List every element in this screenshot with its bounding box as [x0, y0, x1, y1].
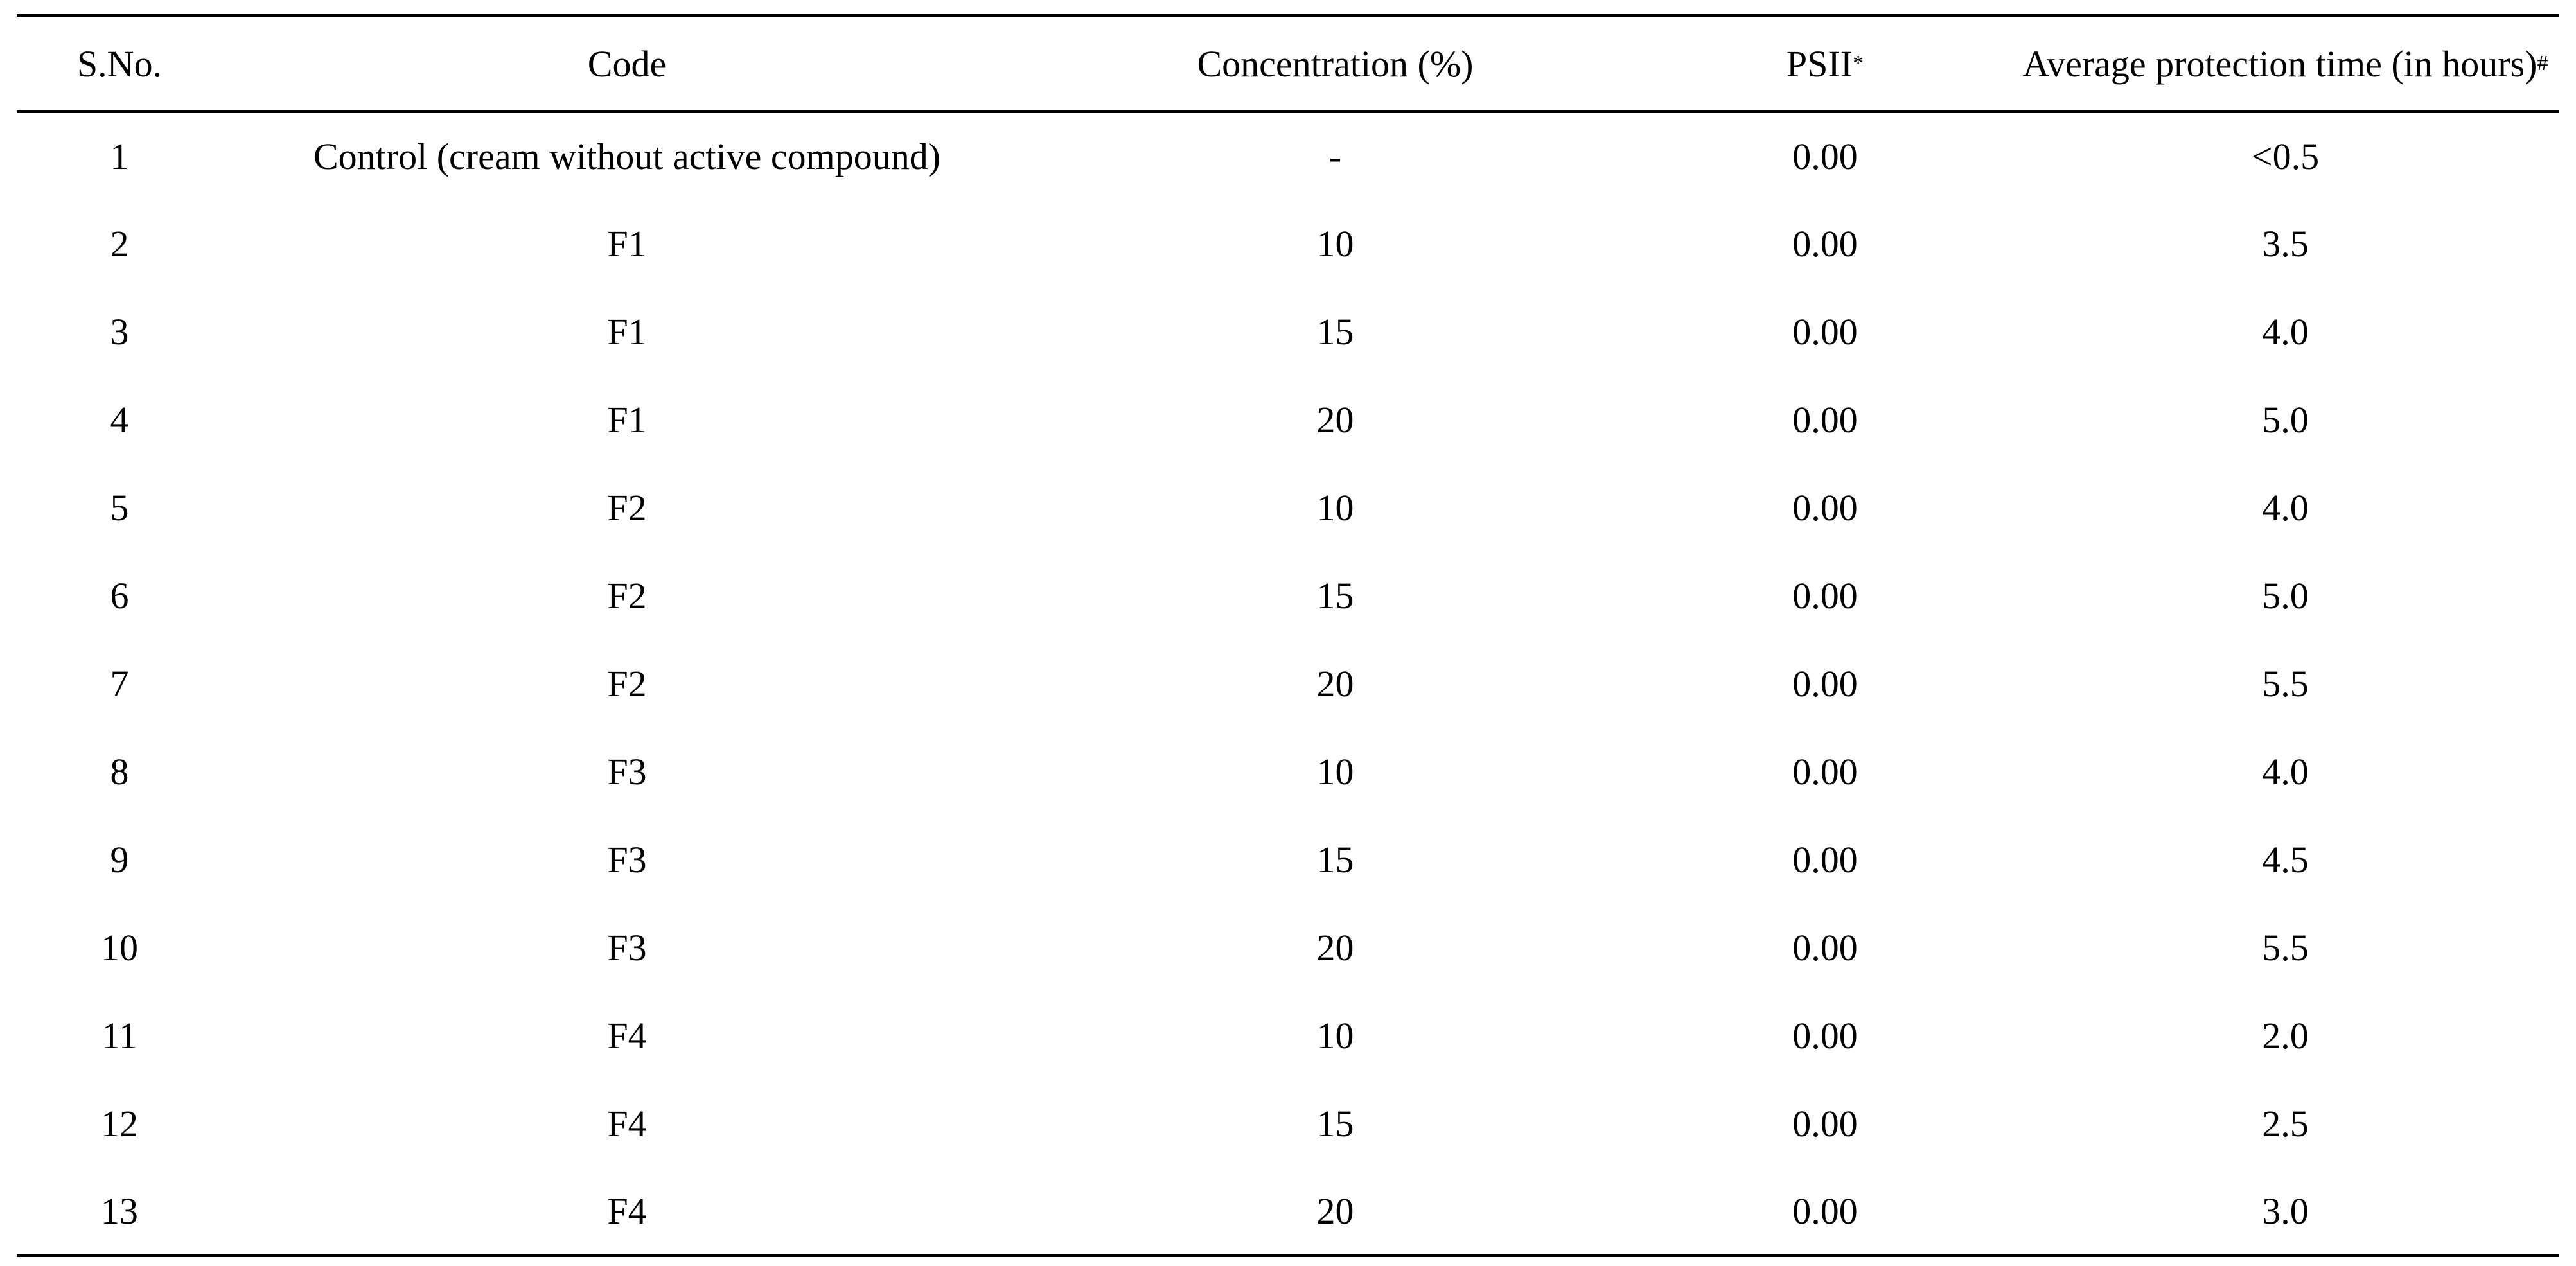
cell-sno: 6 — [110, 575, 129, 617]
cell-concentration: 20 — [1316, 399, 1354, 441]
cell-code: F2 — [607, 663, 647, 705]
header-sno: S.No. — [17, 14, 222, 113]
cell-concentration: 10 — [1316, 487, 1354, 529]
cell-psii: 0.00 — [1792, 751, 1858, 793]
cell-code: F4 — [607, 1015, 647, 1057]
table-row: 9 F3 15 0.00 4.5 — [17, 816, 2559, 904]
header-psii: PSII* — [1639, 14, 2011, 113]
cell-psii: 0.00 — [1792, 663, 1858, 705]
header-concentration: Concentration (%) — [1032, 14, 1639, 113]
cell-code: F1 — [607, 311, 647, 353]
cell-concentration: - — [1328, 136, 1342, 177]
cell-sno: 1 — [110, 136, 129, 177]
cell-protection-time: 5.5 — [2262, 927, 2309, 969]
cell-sno: 13 — [17, 1168, 222, 1257]
cell-protection-time: 3.0 — [2011, 1168, 2559, 1257]
header-concentration-label: Concentration (%) — [1197, 42, 1474, 85]
table-row: 8 F3 10 0.00 4.0 — [17, 728, 2559, 816]
cell-psii: 0.00 — [1639, 1168, 2011, 1257]
cell-concentration: 15 — [1316, 839, 1354, 881]
table-body: 1 Control (cream without active compound)… — [17, 112, 2559, 1257]
header-time-footnote-mark: # — [2537, 51, 2548, 75]
cell-concentration: 15 — [1316, 311, 1354, 353]
table-row: 10 F3 20 0.00 5.5 — [17, 904, 2559, 992]
cell-concentration: 20 — [1316, 927, 1354, 969]
cell-protection-time: 5.5 — [2262, 663, 2309, 705]
cell-sno: 7 — [110, 663, 129, 705]
cell-psii: 0.00 — [1792, 136, 1858, 177]
cell-concentration: 15 — [1316, 575, 1354, 617]
table-row: 5 F2 10 0.00 4.0 — [17, 464, 2559, 552]
cell-sno: 4 — [110, 399, 129, 441]
cell-code: F3 — [607, 751, 647, 793]
header-row: S.No. Code Concentration (%) PSII* Avera… — [17, 14, 2559, 113]
table-row: 2 F1 10 0.00 3.5 — [17, 200, 2559, 288]
header-code-label: Code — [587, 42, 667, 85]
cell-psii: 0.00 — [1792, 1015, 1858, 1057]
cell-sno: 5 — [110, 487, 129, 529]
cell-protection-time: 4.0 — [2262, 487, 2309, 529]
cell-code: F3 — [607, 927, 647, 969]
cell-code: F1 — [607, 399, 647, 441]
cell-code: F1 — [607, 223, 647, 265]
table-row: 11 F4 10 0.00 2.0 — [17, 992, 2559, 1080]
table-header: S.No. Code Concentration (%) PSII* Avera… — [17, 14, 2559, 113]
cell-sno: 8 — [110, 751, 129, 793]
table-row: 6 F2 15 0.00 5.0 — [17, 552, 2559, 640]
cell-psii: 0.00 — [1792, 311, 1858, 353]
cell-concentration: 20 — [1316, 663, 1354, 705]
header-code: Code — [222, 14, 1032, 113]
cell-sno: 2 — [110, 223, 129, 265]
cell-code: F2 — [607, 575, 647, 617]
cell-protection-time: 5.0 — [2262, 575, 2309, 617]
protection-time-table: S.No. Code Concentration (%) PSII* Avera… — [17, 14, 2559, 1257]
cell-psii: 0.00 — [1792, 223, 1858, 265]
cell-psii: 0.00 — [1792, 839, 1858, 881]
cell-protection-time: 4.5 — [2262, 839, 2309, 881]
cell-sno: 10 — [101, 927, 138, 969]
cell-concentration: 10 — [1316, 751, 1354, 793]
header-protection-time: Average protection time (in hours)# — [2011, 14, 2559, 113]
table-row: 1 Control (cream without active compound)… — [17, 112, 2559, 200]
cell-psii: 0.00 — [1792, 399, 1858, 441]
cell-protection-time: 3.5 — [2262, 223, 2309, 265]
cell-code: Control (cream without active compound) — [313, 136, 941, 177]
cell-sno: 3 — [110, 311, 129, 353]
table-row: 13 F4 20 0.00 3.0 — [17, 1168, 2559, 1257]
cell-psii: 0.00 — [1792, 927, 1858, 969]
header-psii-label: PSII — [1786, 42, 1853, 85]
header-sno-label: S.No. — [76, 42, 163, 85]
cell-code: F3 — [607, 839, 647, 881]
cell-protection-time: 4.0 — [2262, 751, 2309, 793]
cell-protection-time: 2.0 — [2262, 1015, 2309, 1057]
table-row: 12 F4 15 0.00 2.5 — [17, 1080, 2559, 1168]
cell-code: F2 — [607, 487, 647, 529]
cell-psii: 0.00 — [1792, 1103, 1858, 1145]
cell-protection-time: 2.5 — [2262, 1103, 2309, 1145]
cell-concentration: 20 — [1032, 1168, 1639, 1257]
cell-protection-time: 4.0 — [2262, 311, 2309, 353]
cell-sno: 11 — [101, 1015, 137, 1057]
cell-protection-time: <0.5 — [2251, 136, 2320, 177]
header-protection-time-label: Average protection time (in hours) — [2022, 42, 2537, 85]
cell-sno: 9 — [110, 839, 129, 881]
header-psii-footnote-mark: * — [1853, 51, 1864, 75]
table-row: 4 F1 20 0.00 5.0 — [17, 376, 2559, 464]
cell-code: F4 — [222, 1168, 1032, 1257]
cell-concentration: 10 — [1316, 223, 1354, 265]
cell-psii: 0.00 — [1792, 487, 1858, 529]
cell-concentration: 15 — [1316, 1103, 1354, 1145]
cell-concentration: 10 — [1316, 1015, 1354, 1057]
cell-protection-time: 5.0 — [2262, 399, 2309, 441]
table-row: 3 F1 15 0.00 4.0 — [17, 288, 2559, 376]
cell-psii: 0.00 — [1792, 575, 1858, 617]
table-row: 7 F2 20 0.00 5.5 — [17, 640, 2559, 728]
data-table-container: S.No. Code Concentration (%) PSII* Avera… — [17, 14, 2559, 1257]
cell-sno: 12 — [101, 1103, 138, 1145]
cell-code: F4 — [607, 1103, 647, 1145]
